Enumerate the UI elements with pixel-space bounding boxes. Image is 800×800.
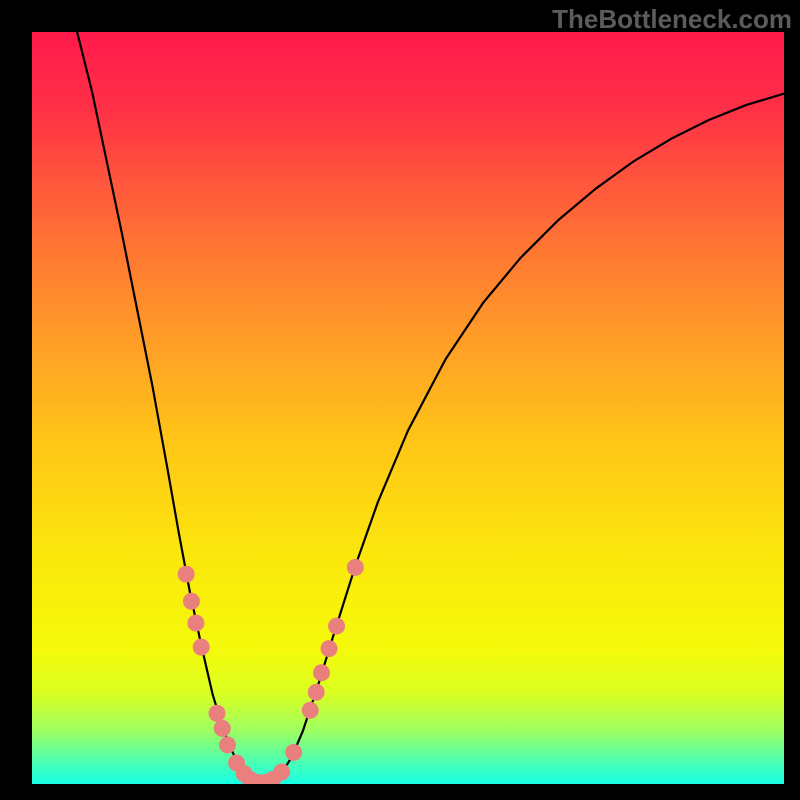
data-marker xyxy=(193,639,210,656)
data-marker xyxy=(285,744,302,761)
plot-area xyxy=(32,32,784,784)
data-marker xyxy=(178,566,195,583)
data-marker xyxy=(187,615,204,632)
chart-container: TheBottleneck.com xyxy=(0,0,800,800)
plot-background xyxy=(32,32,784,784)
watermark-text: TheBottleneck.com xyxy=(552,4,792,35)
data-marker xyxy=(219,736,236,753)
data-marker xyxy=(183,593,200,610)
data-marker xyxy=(308,684,325,701)
plot-svg xyxy=(32,32,784,784)
data-marker xyxy=(273,763,290,780)
data-marker xyxy=(328,618,345,635)
data-marker xyxy=(208,705,225,722)
data-marker xyxy=(313,664,330,681)
data-marker xyxy=(321,640,338,657)
data-marker xyxy=(214,720,231,737)
data-marker xyxy=(347,559,364,576)
data-marker xyxy=(302,702,319,719)
